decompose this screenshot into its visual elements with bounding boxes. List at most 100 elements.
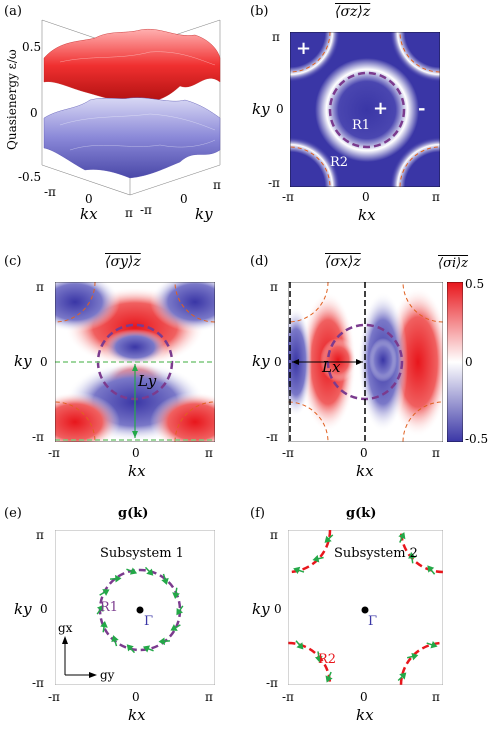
panel-e-plot [55,530,215,685]
ytick: π [272,30,280,44]
panel-d-title: ⟨σx⟩z [325,254,361,270]
ylabel: ky [252,600,270,618]
panel-a-ylabel: ky [195,205,213,223]
ylabel: ky [252,352,270,370]
panel-d-label: (d) [250,254,269,269]
g-vector-arrowhead [96,604,104,612]
g-vector-arrows [293,532,438,683]
panel-a-ztick: -0.5 [18,170,42,184]
xtick: 0 [360,446,368,460]
ytick: π [36,528,44,542]
xtick: π [432,446,440,460]
ylabel: ky [252,100,270,118]
panel-a-ytick: -π [140,203,152,217]
region-r2: R2 [330,155,349,170]
g-vector-arrowhead [427,565,435,573]
g-vector-arrowhead [100,621,108,628]
subsystem-1-label: Subsystem 1 [100,546,184,561]
g-vector-arrowhead [111,635,119,643]
panel-d-plot [288,282,443,442]
colorbar-tick: 0.5 [465,277,485,291]
region-r2: R2 [318,652,337,667]
g-vector-arrowhead [115,574,122,583]
panel-f-label: (f) [250,506,265,521]
g-vector-arrowhead [296,642,304,650]
panel-a-xtick: -π [44,185,56,199]
gamma-point [361,606,369,614]
panel-a-xtick: π [125,206,133,220]
subsystem-2-label: Subsystem 2 [334,546,418,561]
xtick: 0 [132,446,140,460]
panel-c-label: (c) [4,254,22,269]
ylabel: ky [14,352,32,370]
g-vector-arrowhead [146,568,154,576]
g-vector-arrowhead [325,675,333,683]
ytick: -π [268,176,280,190]
g-vector-arrowhead [314,656,323,663]
r1-boundary [328,71,406,149]
xtick: 0 [132,690,140,704]
panel-f-plot [288,530,443,685]
ylabel: ky [14,600,32,618]
ytick: -π [266,430,278,444]
ytick: 0 [40,602,48,616]
ytick: -π [32,430,44,444]
gamma-point [136,606,144,614]
gamma-label: Γ [368,614,378,629]
panel-a-ztick: 0.5 [22,40,42,54]
panel-a-xlabel: kx [80,205,98,223]
colorbar-tick: -0.5 [465,432,489,446]
length-ly: Ly [138,372,157,390]
xtick: -π [48,690,60,704]
g-vector-arrowhead [312,554,320,563]
xtick: 0 [362,190,370,204]
ytick: 0 [274,602,282,616]
panel-a-surface-plot [41,19,221,196]
gy-label: gy [100,668,115,682]
g-vector-arrowhead [176,608,184,616]
region-r1: R1 [352,118,371,133]
xtick: π [432,190,440,204]
xtick: -π [48,446,60,460]
panel-b-title: ⟨σz⟩z [335,4,371,20]
g-vector-arrowhead [161,577,169,585]
g-vector-arrowhead [129,567,138,575]
g-vector-arrowhead [170,624,178,631]
panel-a-zlabel: Quasienergy ε/ω [5,49,19,150]
xlabel: kx [128,462,146,480]
sign-plus: + [373,98,389,119]
gx-label: gx [58,621,73,635]
ytick: 0 [274,355,282,369]
g-vector-arrowhead [142,645,151,653]
g-vector-arrows [96,566,184,654]
g-vector-arrowhead [158,637,165,646]
xtick: -π [282,190,294,204]
xlabel: kx [356,462,374,480]
g-vector-arrowhead [324,535,332,543]
xlabel: kx [128,706,146,724]
colorbar-title: ⟨σi⟩z [438,256,469,271]
g-vector-arrowhead [411,652,419,661]
panel-e-label: (e) [4,506,22,521]
panel-a-xtick: 0 [85,192,93,206]
ytick: π [36,280,44,294]
ytick: π [270,528,278,542]
panel-e-title: g(k) [118,506,149,521]
xtick: -π [282,446,294,460]
length-lx: Lx [322,358,341,376]
panel-a-ytick: 0 [180,192,188,206]
gamma-label: Γ [144,614,154,629]
ytick: -π [32,676,44,690]
xtick: -π [282,690,294,704]
g-vector-arrowhead [408,552,416,559]
xlabel: kx [358,206,376,224]
xtick: π [205,690,213,704]
g-vector-arrowhead [399,672,407,680]
panel-c-plot [55,282,215,442]
sign-plus: + [296,38,312,59]
sign-minus: - [418,98,426,119]
panel-c-title: ⟨σy⟩z [105,254,141,270]
g-vector-arrowhead [102,589,110,596]
panel-b-plot [290,32,440,187]
g-vector-arrowhead [398,532,406,540]
